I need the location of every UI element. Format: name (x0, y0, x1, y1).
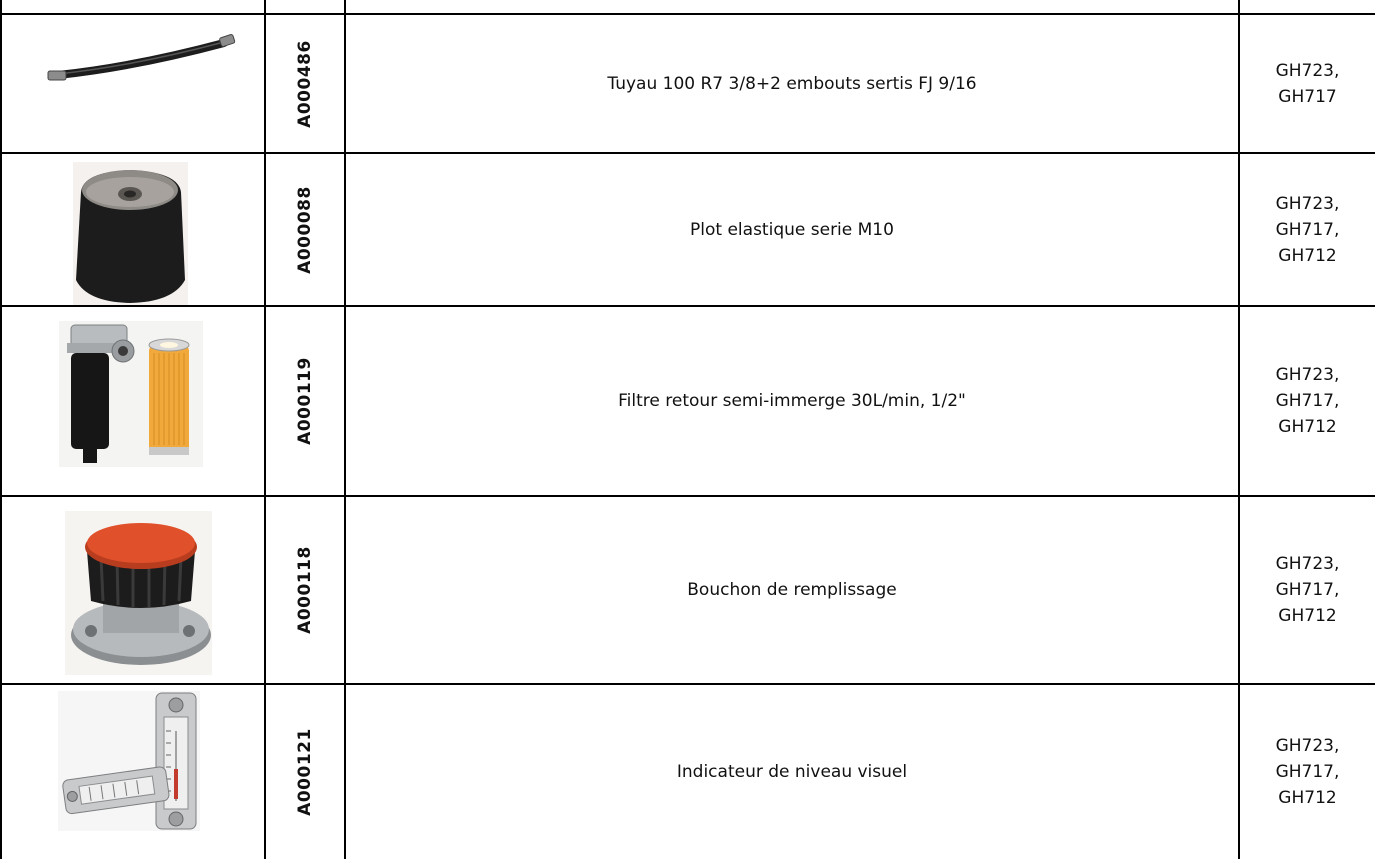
compatible-models: GH723, GH717, GH712 (1276, 191, 1340, 269)
compatible-models: GH723, GH717, GH712 (1276, 733, 1340, 811)
model-code: GH712 (1278, 245, 1337, 266)
model-code: GH712 (1278, 788, 1337, 808)
part-description: Filtre retour semi-immerge 30L/min, 1/2" (618, 391, 966, 411)
hydraulic-hose-image (47, 34, 236, 81)
model-code: GH723, (1275, 736, 1340, 756)
model-code: GH717, (1275, 391, 1340, 411)
part-description: Bouchon de remplissage (687, 580, 897, 600)
return-filter-image (59, 321, 203, 467)
model-code: GH717, (1275, 580, 1340, 600)
part-reference: A000121 (295, 728, 316, 816)
grid-line-row3 (0, 495, 1375, 497)
part-reference: A000118 (295, 546, 316, 634)
part-description: Indicateur de niveau visuel (676, 762, 908, 782)
model-code: GH723, (1275, 193, 1340, 214)
compatible-models: GH723, GH717, GH712 (1276, 362, 1340, 440)
grid-line-desc-models (1238, 0, 1240, 859)
grid-line-ref-desc (344, 0, 346, 859)
part-reference: A000486 (295, 39, 316, 128)
rubber-mount-image (73, 162, 188, 305)
grid-line-row4 (0, 683, 1375, 685)
part-description: Tuyau 100 R7 3/8+2 embouts sertis FJ 9/1… (607, 73, 977, 94)
part-reference: A000088 (295, 185, 316, 274)
grid-line-row2 (0, 305, 1375, 307)
filler-cap-image (65, 511, 212, 675)
grid-line-left (0, 0, 2, 859)
model-code: GH723, (1275, 554, 1340, 574)
part-description: Plot elastique serie M10 (690, 219, 894, 240)
model-code: GH712 (1278, 606, 1337, 626)
level-indicator-image (58, 691, 200, 831)
grid-line-row1 (0, 152, 1375, 154)
part-reference: A000119 (295, 357, 316, 445)
grid-line-image-ref (264, 0, 266, 859)
model-code: GH712 (1278, 417, 1337, 437)
model-code: GH723, (1275, 60, 1340, 81)
model-code: GH717 (1278, 86, 1337, 107)
grid-line-top (0, 13, 1375, 15)
compatible-models: GH723, GH717 (1276, 58, 1340, 110)
model-code: GH717, (1275, 762, 1340, 782)
model-code: GH717, (1275, 219, 1340, 240)
compatible-models: GH723, GH717, GH712 (1276, 551, 1340, 629)
model-code: GH723, (1275, 365, 1340, 385)
